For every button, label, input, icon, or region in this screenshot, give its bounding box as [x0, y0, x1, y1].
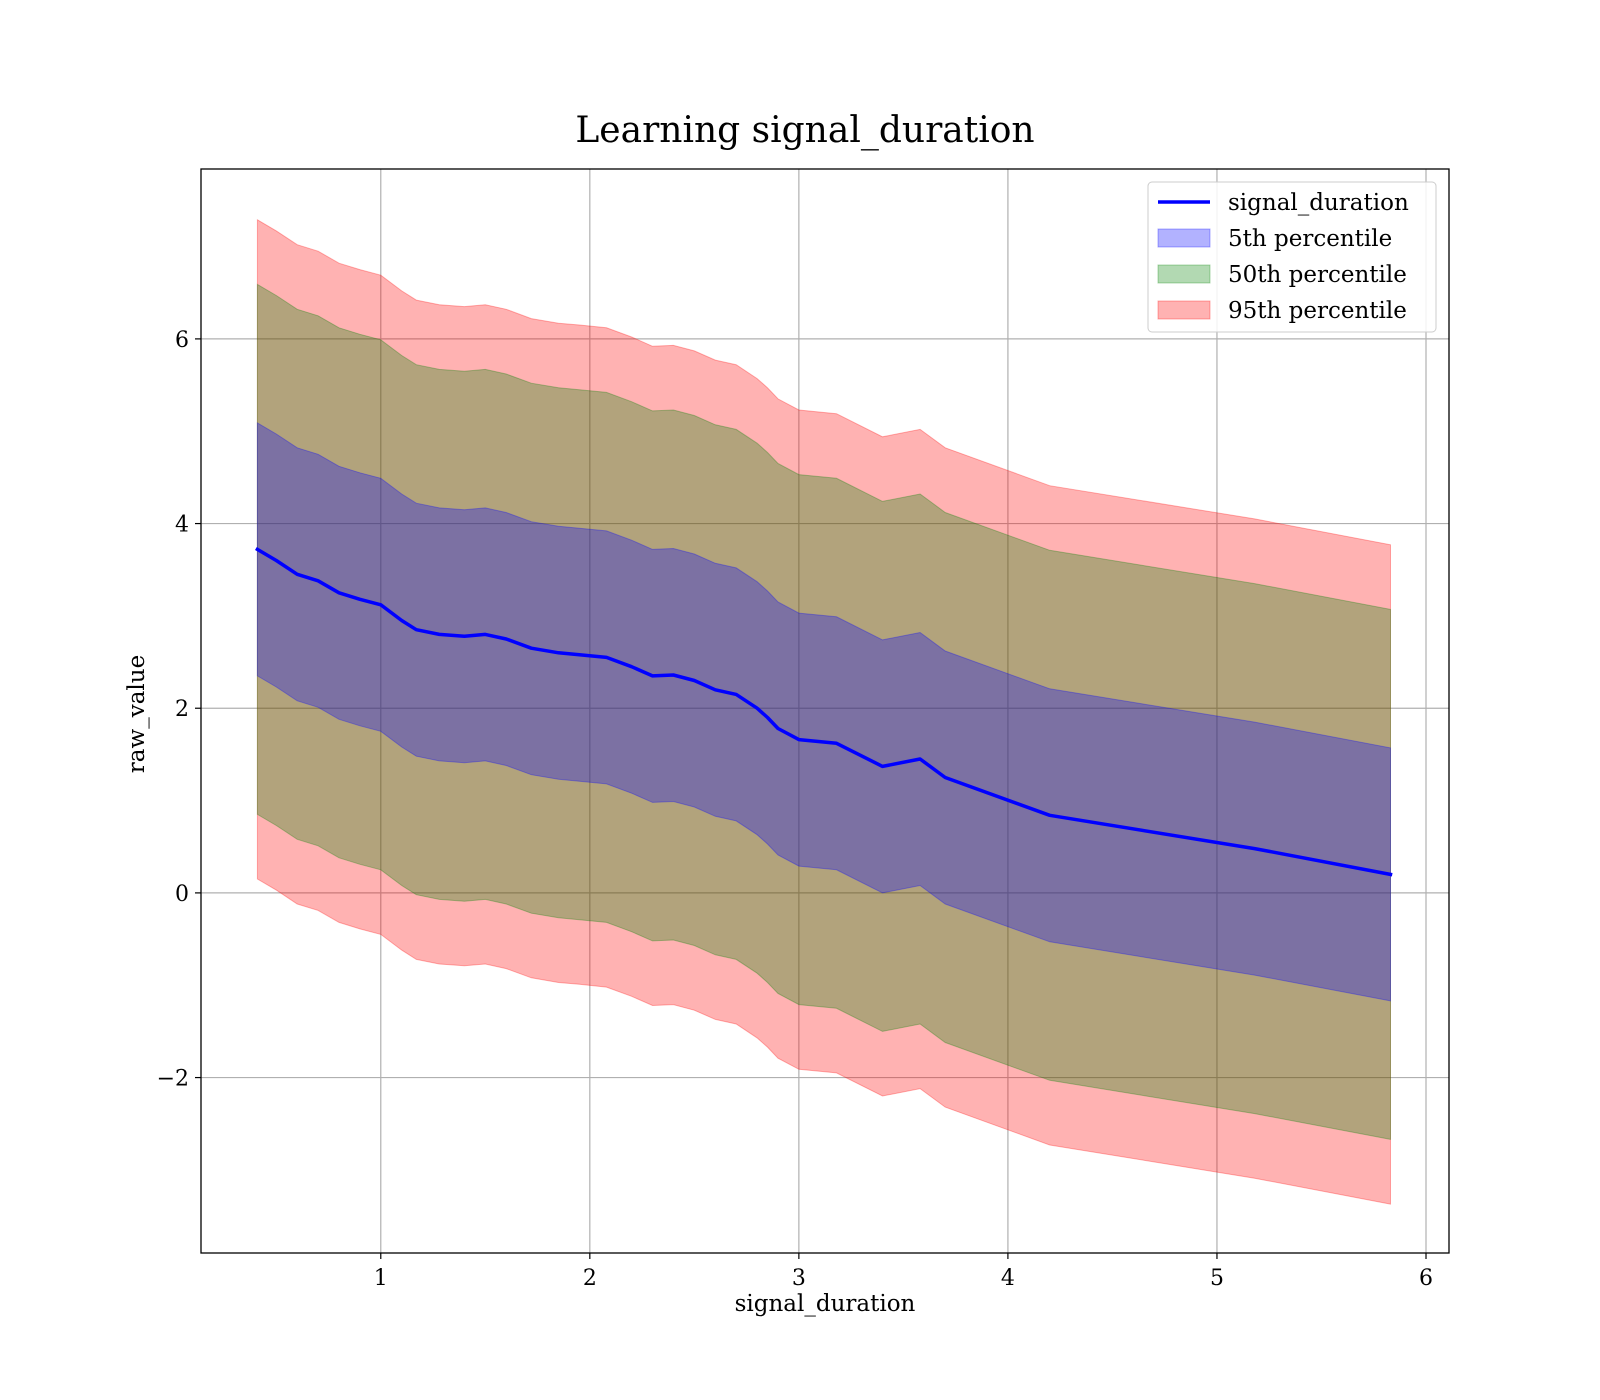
y-tick-label-4: 4	[175, 513, 189, 538]
x-axis-label: signal_duration	[735, 1291, 916, 1317]
legend-frame	[1147, 181, 1437, 333]
legend-label-5th-percentile: 5th percentile	[1228, 226, 1392, 252]
y-axis-label: raw_value	[124, 655, 150, 773]
x-tick-label-1: 1	[374, 1266, 388, 1291]
chart-title: Learning signal_duration	[575, 110, 1034, 151]
band-50th-percentile	[256, 283, 1391, 1141]
y-tick-label-2: 0	[175, 882, 189, 907]
legend-label-95th-percentile: 95th percentile	[1228, 298, 1407, 324]
band-95th-percentile	[256, 218, 1391, 1205]
y-tick-label-3: 2	[175, 697, 189, 722]
x-tick-label-4: 4	[1001, 1266, 1015, 1291]
x-tick-label-6: 6	[1419, 1266, 1433, 1291]
y-tick-label-1: −2	[157, 1067, 189, 1092]
legend-swatch-5th-percentile	[1157, 228, 1211, 248]
x-tick-label-3: 3	[792, 1266, 806, 1291]
legend: signal_duration 5th percentile 50th percen…	[1147, 181, 1437, 333]
legend-swatch-95th-percentile	[1157, 300, 1211, 320]
legend-label-signal_duration: signal_duration	[1228, 190, 1409, 216]
band-5th-percentile	[256, 422, 1391, 1002]
legend-label-50th-percentile: 50th percentile	[1228, 262, 1407, 288]
y-tick-label-5: 6	[175, 328, 189, 353]
legend-swatch-50th-percentile	[1157, 264, 1211, 284]
x-tick-label-5: 5	[1210, 1266, 1224, 1291]
series-line-signal-duration	[255, 547, 1393, 877]
plot-area: 1 2 3 4 5 6 −2 0 2 4 6	[157, 168, 1450, 1291]
x-tick-label-2: 2	[583, 1266, 597, 1291]
plot-frame	[200, 168, 1450, 1254]
